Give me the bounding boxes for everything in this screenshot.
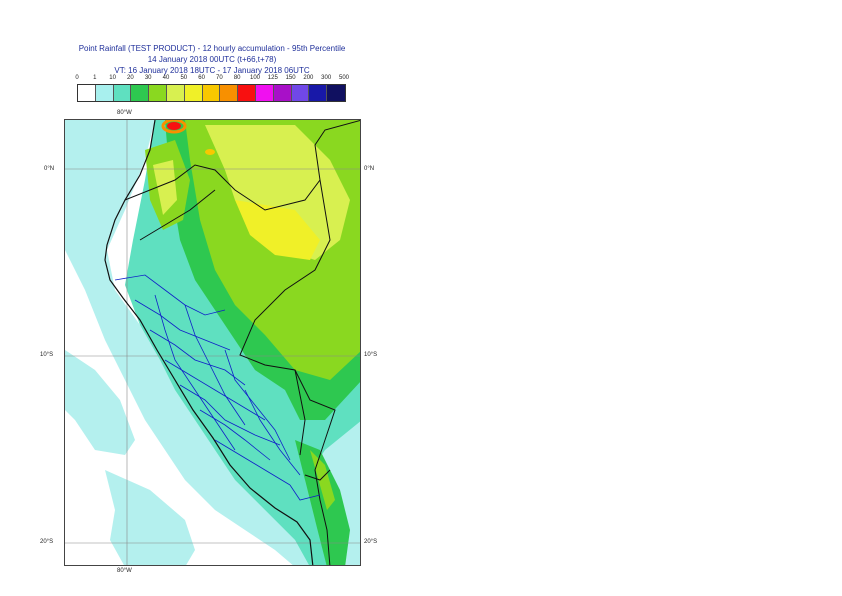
legend-threshold-label: 40 — [162, 75, 170, 81]
lat-label-left-0: 0°N — [44, 166, 55, 172]
lat-label-right-10: 10°S — [364, 352, 378, 358]
legend-threshold-label: 10 — [109, 75, 116, 81]
lon-label-bottom: 80°W — [117, 568, 132, 574]
color-legend: 0 1 10 20 30 40 50 60 70 80 100 125 150 200 300 500 — [75, 75, 350, 103]
legend-swatch — [131, 85, 150, 101]
graticule — [65, 120, 360, 565]
legend-swatch — [166, 85, 185, 101]
national-borders — [124, 120, 360, 565]
legend-swatch — [220, 85, 239, 101]
lat-label-left-20: 20°S — [40, 539, 54, 545]
legend-swatch — [309, 85, 328, 101]
lat-label-left-10: 10°S — [40, 352, 54, 358]
legend-threshold-label: 70 — [216, 75, 223, 81]
legend-threshold-label: 30 — [144, 75, 152, 81]
lat-label-right-0: 0°N — [364, 166, 375, 172]
legend-threshold-label: 500 — [338, 75, 350, 81]
chart-title: Point Rainfall (TEST PRODUCT) - 12 hourl… — [78, 44, 346, 53]
legend-threshold-label: 300 — [321, 75, 332, 81]
legend-swatch — [273, 85, 292, 101]
coastline — [104, 120, 314, 565]
legend-swatches — [77, 84, 346, 102]
legend-threshold-label: 150 — [285, 75, 296, 81]
legend-swatch — [238, 85, 256, 101]
legend-threshold-label: 100 — [249, 75, 261, 81]
legend-threshold-label: 200 — [303, 75, 314, 81]
legend-threshold-label: 0 — [75, 75, 79, 81]
legend-threshold-label: 60 — [198, 75, 205, 81]
legend-threshold-label: 1 — [93, 75, 97, 81]
land-rainfall-area — [125, 120, 360, 565]
run-time-label: 14 January 2018 00UTC (t+66,t+78) — [147, 55, 277, 64]
lon-label-top: 80°W — [117, 110, 132, 116]
legend-threshold-label: 80 — [233, 75, 241, 81]
legend-swatch — [184, 85, 203, 101]
rainfall-map — [64, 119, 361, 566]
legend-swatch — [327, 85, 345, 101]
legend-threshold-label: 125 — [267, 75, 278, 81]
legend-threshold-label: 20 — [127, 75, 134, 81]
lat-label-right-20: 20°S — [364, 539, 378, 545]
legend-swatch — [255, 85, 274, 101]
legend-swatch — [291, 85, 310, 101]
valid-time-label: VT: 16 January 2018 18UTC - 17 January 2… — [114, 66, 310, 75]
legend-swatch — [149, 85, 167, 101]
legend-swatch — [113, 85, 132, 101]
legend-swatch — [78, 85, 96, 101]
legend-swatch — [202, 85, 221, 101]
legend-swatch — [95, 85, 114, 101]
legend-threshold-label: 50 — [180, 75, 188, 81]
regional-borders — [114, 274, 321, 501]
